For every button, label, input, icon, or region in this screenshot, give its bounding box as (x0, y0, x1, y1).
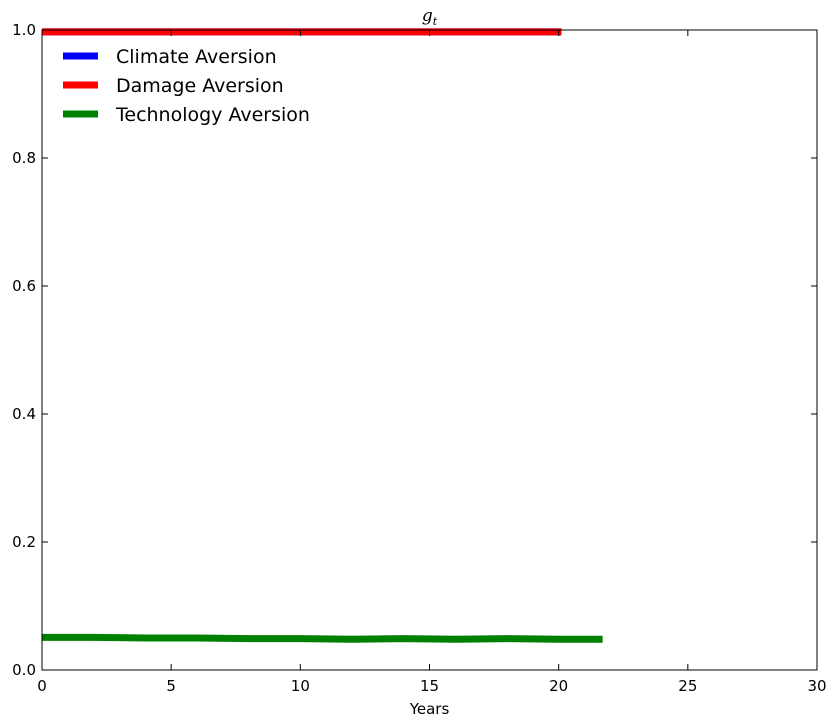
x-tick-label: 0 (37, 677, 47, 695)
chart-title-main: g (422, 6, 433, 26)
y-tick-label: 0.0 (12, 661, 36, 679)
x-axis-label: Years (409, 700, 450, 718)
legend-entry-0: Climate Aversion (116, 46, 277, 68)
y-tick-label: 0.4 (12, 405, 36, 423)
y-tick-label: 1.0 (12, 21, 36, 39)
legend: Climate Aversion Damage Aversion Technolog… (63, 46, 310, 126)
y-tick-label: 0.2 (12, 533, 36, 551)
chart-title-subscript: t (433, 15, 438, 28)
x-tick-label: 20 (549, 677, 568, 695)
ticks-layer: 0 5 10 15 20 25 30 0.0 0.2 0.4 0.6 0.8 1.0 (12, 21, 826, 695)
x-tick-label: 5 (166, 677, 176, 695)
x-tick-label: 15 (420, 677, 439, 695)
y-tick-label: 0.6 (12, 277, 36, 295)
plot-frame (41, 29, 818, 671)
y-tick-label: 0.8 (12, 149, 36, 167)
chart-title: gt (422, 6, 438, 28)
x-tick-label: 30 (807, 677, 826, 695)
legend-entry-2: Technology Aversion (115, 104, 310, 126)
series-line-2 (42, 633, 603, 643)
x-tick-label: 10 (291, 677, 310, 695)
legend-entry-1: Damage Aversion (116, 75, 284, 97)
x-tick-label: 25 (678, 677, 697, 695)
